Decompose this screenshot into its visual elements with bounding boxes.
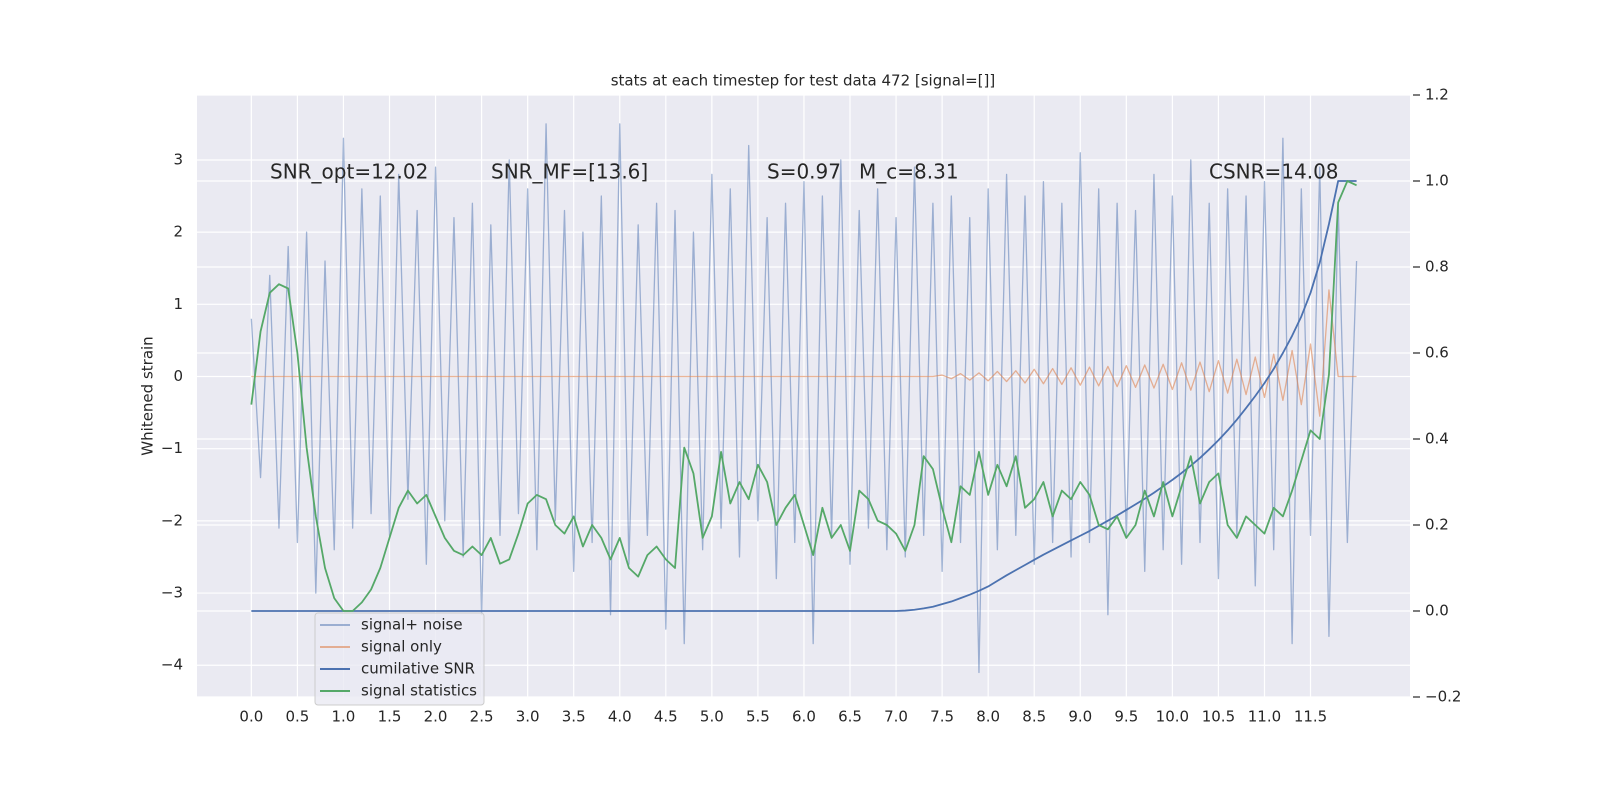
y-tick-label: 0 <box>173 367 183 385</box>
y-tick-label: −3 <box>161 584 183 602</box>
x-tick-label: 2.5 <box>470 708 494 726</box>
y2-tick-label: 0.0 <box>1425 602 1449 620</box>
y-tick-label: −4 <box>161 656 183 674</box>
y2-tick-label: 0.4 <box>1425 430 1449 448</box>
x-tick-label: 9.0 <box>1068 708 1092 726</box>
y2-tick-label: −0.2 <box>1425 688 1461 706</box>
y-tick-label: −2 <box>161 511 183 529</box>
x-tick-label: 6.0 <box>792 708 816 726</box>
legend-label: signal only <box>361 638 442 656</box>
y-tick-label: 2 <box>173 223 183 241</box>
series-line <box>250 180 1357 612</box>
legend-label: cumilative SNR <box>361 660 475 678</box>
x-tick-label: 5.5 <box>746 708 770 726</box>
legend-label: signal+ noise <box>361 616 463 634</box>
annotation: CSNR=14.08 <box>1209 160 1339 184</box>
y2-tick-label: 0.2 <box>1425 516 1449 534</box>
y-tick-label: 3 <box>173 150 183 168</box>
x-tick-label: 7.0 <box>884 708 908 726</box>
legend-box <box>314 612 485 706</box>
grid <box>197 94 1410 698</box>
x-tick-label: 0.5 <box>285 708 309 726</box>
y2-tick-label: 0.6 <box>1425 344 1449 362</box>
x-tick-label: 10.5 <box>1202 708 1235 726</box>
y2-tick-label: 0.8 <box>1425 258 1449 276</box>
x-tick-label: 5.0 <box>700 708 724 726</box>
series-line <box>250 123 1358 674</box>
x-tick-label: 3.5 <box>562 708 586 726</box>
x-tick-label: 0.0 <box>239 708 263 726</box>
x-tick-label: 8.5 <box>1022 708 1046 726</box>
chart-title: stats at each timestep for test data 472… <box>611 72 996 90</box>
y2-tick-label: 1.0 <box>1425 172 1449 190</box>
x-tick-label: 3.0 <box>516 708 540 726</box>
x-tick-label: 8.0 <box>976 708 1000 726</box>
x-tick-label: 1.0 <box>332 708 356 726</box>
x-tick-label: 4.5 <box>654 708 678 726</box>
x-tick-label: 7.5 <box>930 708 954 726</box>
annotation: M_c=8.31 <box>859 160 959 184</box>
series-line <box>251 289 1357 417</box>
x-tick-label: 4.0 <box>608 708 632 726</box>
series-line <box>251 180 1357 612</box>
x-tick-label: 9.5 <box>1114 708 1138 726</box>
legend-label: signal statistics <box>361 682 477 700</box>
x-tick-label: 11.0 <box>1248 708 1281 726</box>
x-tick-label: 11.5 <box>1294 708 1327 726</box>
y-axis-label: Whitened strain <box>139 336 157 455</box>
y2-tick-label: 1.2 <box>1425 86 1449 104</box>
x-tick-label: 1.5 <box>378 708 402 726</box>
annotation: S=0.97 <box>767 160 841 184</box>
x-tick-label: 2.0 <box>424 708 448 726</box>
y-tick-label: 1 <box>173 295 183 313</box>
x-tick-label: 10.0 <box>1156 708 1189 726</box>
annotation: SNR_MF=[13.6] <box>491 160 648 184</box>
y-tick-label: −1 <box>161 439 183 457</box>
x-tick-label: 6.5 <box>838 708 862 726</box>
annotation: SNR_opt=12.02 <box>270 160 428 184</box>
